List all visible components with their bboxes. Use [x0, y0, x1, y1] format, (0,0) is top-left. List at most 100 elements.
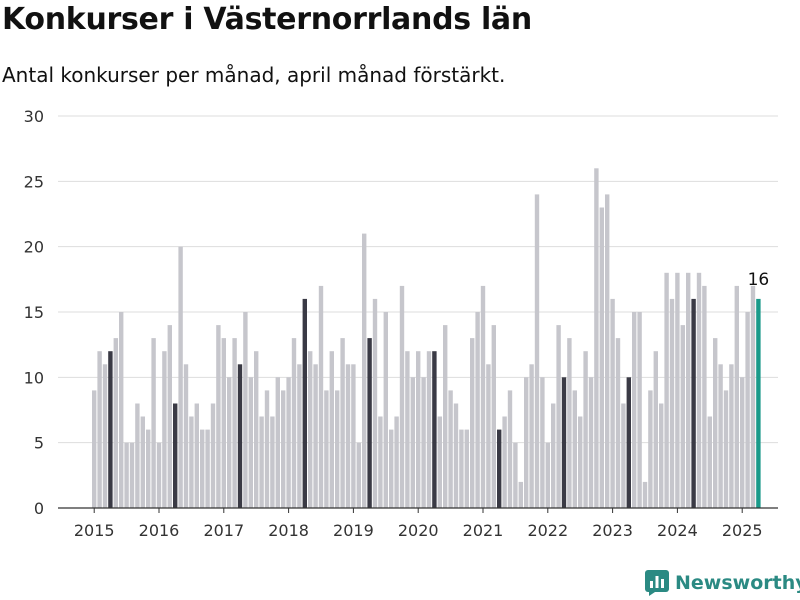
bar — [615, 338, 621, 508]
bar — [113, 338, 118, 508]
bar — [648, 390, 653, 508]
bar — [254, 351, 259, 508]
x-tick-label: 2023 — [592, 521, 633, 540]
bar — [102, 364, 108, 508]
bar — [329, 351, 334, 508]
bar — [756, 298, 761, 508]
bar — [621, 403, 626, 508]
bar — [108, 351, 113, 508]
bar — [443, 325, 448, 508]
y-tick-label: 20 — [24, 238, 44, 257]
bar — [556, 325, 561, 508]
bar — [308, 351, 313, 508]
bar — [178, 246, 183, 508]
x-tick-label: 2016 — [139, 521, 180, 540]
bar — [356, 442, 361, 508]
bar — [302, 298, 307, 508]
brand-logo[interactable]: Newsworthy — [645, 570, 800, 596]
bar — [437, 416, 442, 508]
bar — [210, 403, 216, 508]
bar — [237, 364, 243, 508]
x-tick-label: 2018 — [268, 521, 309, 540]
bar — [270, 416, 275, 508]
bar — [259, 416, 264, 508]
bar — [200, 429, 205, 508]
bar — [362, 233, 367, 508]
bar — [286, 377, 291, 508]
bar — [605, 194, 610, 508]
bar — [583, 351, 588, 508]
bar — [275, 377, 280, 508]
bar — [729, 364, 734, 508]
bar — [448, 390, 453, 508]
bar — [367, 338, 372, 508]
bar — [713, 338, 718, 508]
bar — [405, 351, 410, 508]
bar — [335, 390, 340, 508]
bar — [707, 416, 712, 508]
bar — [243, 312, 248, 508]
bar — [162, 351, 167, 508]
bar — [475, 312, 480, 508]
bar — [507, 390, 513, 508]
bar — [545, 442, 550, 508]
bar — [659, 403, 664, 508]
bar — [173, 403, 178, 508]
bar — [561, 377, 567, 508]
y-tick-label: 5 — [34, 434, 44, 453]
bar — [232, 338, 237, 508]
bar — [572, 390, 577, 508]
chart-title: Konkurser i Västernorrlands län — [2, 2, 532, 37]
bar — [459, 429, 464, 508]
bar — [470, 338, 475, 508]
y-tick-label: 10 — [24, 368, 44, 387]
y-tick-label: 15 — [24, 303, 44, 322]
bar — [194, 403, 199, 508]
bar — [453, 403, 459, 508]
bar — [686, 272, 691, 508]
bar — [389, 429, 394, 508]
y-tick-label: 0 — [34, 499, 44, 518]
bar — [740, 377, 745, 508]
newsworthy-logo-icon — [645, 570, 669, 596]
bar — [642, 481, 648, 508]
bar — [291, 338, 297, 508]
x-tick-label: 2025 — [722, 521, 763, 540]
bar — [567, 338, 572, 508]
bar — [156, 442, 162, 508]
bar — [183, 364, 189, 508]
bar — [702, 285, 707, 508]
bar — [92, 390, 97, 508]
bar — [324, 390, 329, 508]
bar — [637, 312, 642, 508]
x-tick-label: 2017 — [203, 521, 244, 540]
bar — [750, 285, 756, 508]
x-tick-label: 2021 — [463, 521, 504, 540]
bar — [248, 377, 253, 508]
brand-name: Newsworthy — [675, 572, 800, 594]
bar — [480, 285, 486, 508]
bar — [378, 416, 383, 508]
bar — [421, 377, 426, 508]
bar — [399, 285, 405, 508]
bar — [529, 364, 534, 508]
bar — [281, 390, 286, 508]
x-tick-label: 2020 — [398, 521, 439, 540]
bar — [221, 338, 226, 508]
bar — [675, 272, 680, 508]
bar — [318, 285, 324, 508]
bar — [297, 364, 302, 508]
bar — [718, 364, 723, 508]
bar — [723, 390, 729, 508]
bar — [626, 377, 631, 508]
bar — [124, 442, 129, 508]
bar — [372, 298, 378, 508]
bar — [653, 351, 658, 508]
bar — [594, 168, 599, 509]
bar — [432, 351, 437, 508]
bar — [151, 338, 156, 508]
bar — [313, 364, 318, 508]
bar — [394, 416, 399, 508]
bar — [518, 481, 523, 508]
bar — [383, 312, 388, 508]
